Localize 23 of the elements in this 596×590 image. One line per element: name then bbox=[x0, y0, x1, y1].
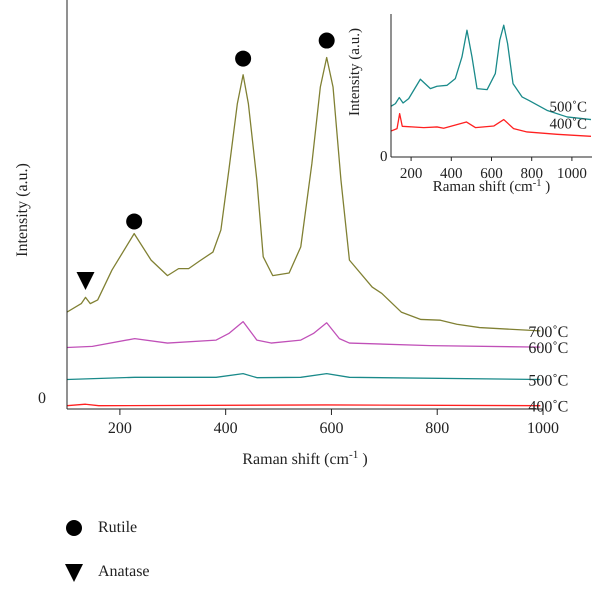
series-label: 400˚C bbox=[549, 116, 587, 132]
x-axis-title: Raman shift (cm$^{-1}$) bbox=[242, 449, 368, 468]
x-tick-label: 600 bbox=[319, 420, 344, 437]
series-label: 600˚C bbox=[528, 340, 568, 358]
annotation: 0 bbox=[380, 149, 388, 165]
point bbox=[126, 213, 142, 230]
x-tick-label: 1000 bbox=[527, 420, 559, 437]
x-tick-label: 200 bbox=[108, 420, 132, 437]
legend-label: Rutile bbox=[98, 519, 138, 537]
text: 0 bbox=[38, 390, 46, 407]
x-tick-label: 800 bbox=[425, 420, 450, 437]
y-axis-title: Intensity (a.u.) bbox=[347, 28, 363, 116]
point bbox=[76, 272, 95, 290]
point bbox=[318, 32, 335, 49]
x-tick-label: 1000 bbox=[556, 166, 587, 182]
point bbox=[235, 50, 252, 67]
y-axis-title: Intensity (a.u.) bbox=[14, 163, 30, 257]
series-label: 700˚C bbox=[528, 324, 568, 341]
series-label: 500˚C bbox=[528, 372, 568, 390]
legend-label: Anatase bbox=[98, 563, 150, 581]
series-label: 500˚C bbox=[549, 100, 587, 116]
x-tick-label: 400 bbox=[214, 420, 238, 437]
x-tick-label: 200 bbox=[400, 166, 422, 182]
